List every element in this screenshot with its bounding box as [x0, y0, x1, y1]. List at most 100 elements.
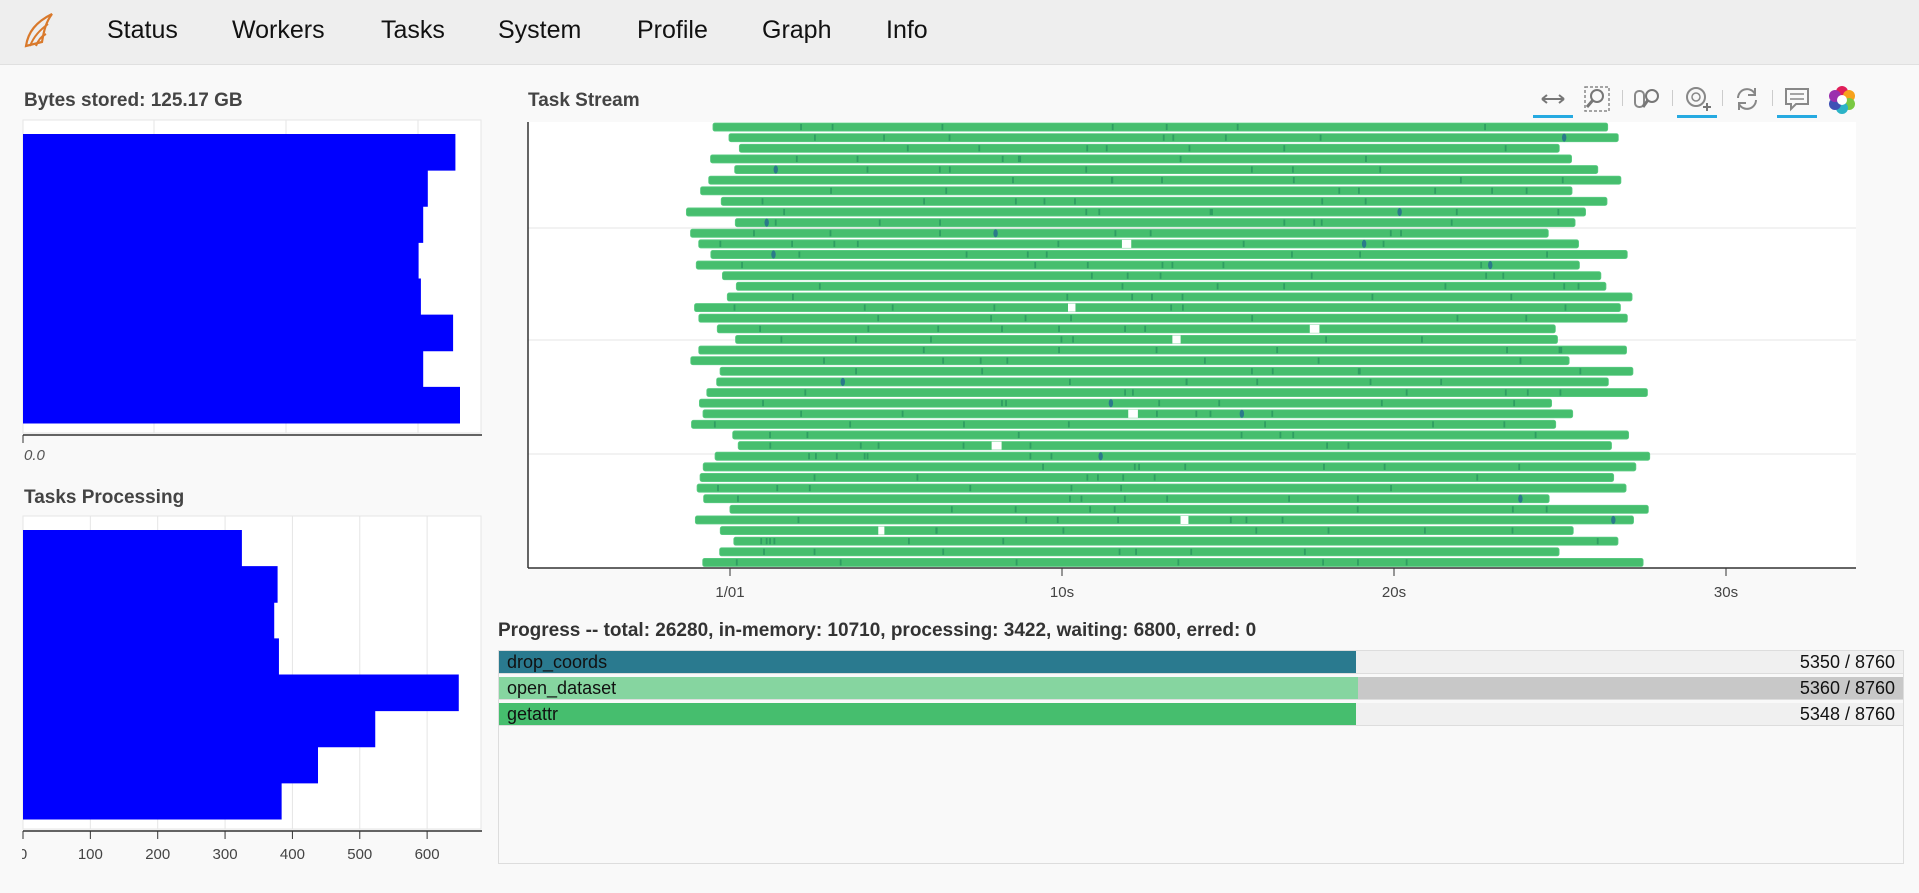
task-bar-segment [769, 442, 772, 449]
pan-tool[interactable] [1533, 82, 1573, 118]
task-bar-segment [1172, 134, 1175, 141]
nav-graph[interactable]: Graph [762, 16, 832, 44]
task-bar [716, 377, 1609, 387]
bytes-stored-chart[interactable]: 0.0 [22, 118, 484, 470]
task-bar-segment [877, 442, 880, 449]
task-bar-segment [1400, 230, 1402, 237]
task-bar-segment [855, 336, 857, 343]
nav-system[interactable]: System [498, 16, 582, 44]
zoom-in-tool[interactable] [1677, 82, 1717, 118]
task-bar-segment [1001, 155, 1004, 162]
task-bar-segment [713, 421, 716, 428]
task-bar-segment [1042, 463, 1044, 470]
nav-status[interactable]: Status [107, 16, 178, 44]
task-bar-segment [1026, 251, 1029, 258]
bokeh-logo-tool[interactable] [1823, 82, 1859, 116]
task-bar-segment [1421, 336, 1423, 343]
task-bar-segment [1074, 198, 1076, 205]
task-bar-segment [735, 559, 738, 566]
task-bar-segment [839, 559, 842, 566]
tasks-bar [23, 782, 282, 820]
task-bar-segment [938, 166, 941, 173]
task-bar-segment [1179, 155, 1182, 162]
task-bar-segment [1114, 230, 1117, 237]
task-bar-segment [780, 336, 783, 343]
tasks-bar [23, 638, 279, 675]
x-tick-label: 10s [1050, 584, 1074, 601]
task-bar-segment [769, 538, 771, 545]
task-marker [993, 229, 998, 238]
task-bar-segment [1070, 485, 1073, 492]
nav-tasks[interactable]: Tasks [381, 16, 445, 44]
task-bar-segment [1358, 187, 1360, 194]
progress-remaining [1356, 651, 1903, 673]
bytes-bar [23, 242, 419, 279]
task-bar-segment [1357, 368, 1360, 375]
task-bar-segment [1476, 474, 1479, 481]
task-bar-segment [804, 389, 807, 396]
task-bar-segment [1126, 272, 1129, 279]
box-zoom-tool[interactable] [1579, 82, 1615, 116]
tasks-bar [23, 674, 459, 712]
task-bar-segment [1001, 400, 1003, 407]
task-marker [1611, 515, 1616, 525]
task-bar-segment [1001, 325, 1003, 332]
task-marker [1239, 409, 1245, 418]
task-gap [991, 441, 1002, 450]
task-marker [1518, 494, 1523, 503]
bytes-bar [23, 206, 424, 243]
task-gap [1309, 324, 1320, 333]
progress-title: Progress -- total: 26280, in-memory: 107… [498, 620, 1257, 641]
hover-tool[interactable] [1777, 82, 1817, 118]
wheel-zoom-tool[interactable] [1629, 82, 1665, 116]
task-bar-segment [1086, 262, 1089, 269]
task-bar-segment [1029, 442, 1032, 449]
task-bar-segment [1371, 293, 1374, 301]
task-bar-segment [1072, 336, 1074, 343]
dask-logo-icon[interactable] [18, 8, 62, 52]
progress-row-getattr[interactable]: getattr 5348 / 8760 [499, 703, 1903, 726]
task-bar-segment [1177, 559, 1180, 566]
reset-tool[interactable] [1729, 82, 1765, 116]
task-bar-segment [1240, 431, 1243, 439]
progress-label: open_dataset [507, 678, 617, 698]
task-stream-chart[interactable]: 1/01 10s 20s 30s [526, 118, 1858, 608]
toolbar-separator [1622, 90, 1623, 106]
task-bar-segment [855, 368, 857, 375]
task-marker [840, 377, 845, 386]
task-bar-segment [1159, 272, 1162, 279]
task-bar-segment [1434, 187, 1437, 194]
x-tick-label: 500 [347, 846, 372, 863]
task-bar-segment [1347, 442, 1350, 449]
task-bar-segment [1317, 357, 1320, 364]
task-bar-segment [1211, 208, 1213, 216]
task-bar-segment [1405, 559, 1408, 566]
task-bar-segment [930, 336, 932, 343]
task-bar [699, 473, 1615, 482]
progress-row-open_dataset[interactable]: open_dataset 5360 / 8760 [499, 677, 1903, 700]
task-bar-segment [808, 453, 810, 460]
bytes-bar [23, 134, 456, 171]
tasks-processing-chart[interactable]: 0 100 200 300 400 500 600 [22, 514, 484, 866]
task-bar-segment [963, 421, 965, 428]
task-bar-segment [741, 262, 743, 269]
progress-count: 5360 / 8760 [1799, 678, 1895, 698]
task-bar-segment [1519, 357, 1522, 364]
task-bar [691, 419, 1557, 429]
task-bar-segment [1086, 145, 1089, 152]
task-bar [694, 303, 1621, 313]
nav-profile[interactable]: Profile [637, 16, 708, 44]
task-bar-segment [866, 453, 869, 460]
task-bar [719, 547, 1560, 557]
nav-workers[interactable]: Workers [232, 16, 325, 44]
task-bar-segment [1097, 474, 1099, 481]
task-bar-segment [1456, 315, 1459, 322]
progress-row-drop_coords[interactable]: drop_coords 5350 / 8760 [499, 651, 1903, 674]
nav-info[interactable]: Info [886, 16, 928, 44]
task-gap [1067, 303, 1076, 312]
task-bar [702, 557, 1644, 567]
task-bar-segment [1045, 251, 1048, 258]
task-bar [733, 536, 1619, 546]
task-bar-segment [769, 431, 771, 439]
task-bar-segment [1158, 400, 1161, 407]
